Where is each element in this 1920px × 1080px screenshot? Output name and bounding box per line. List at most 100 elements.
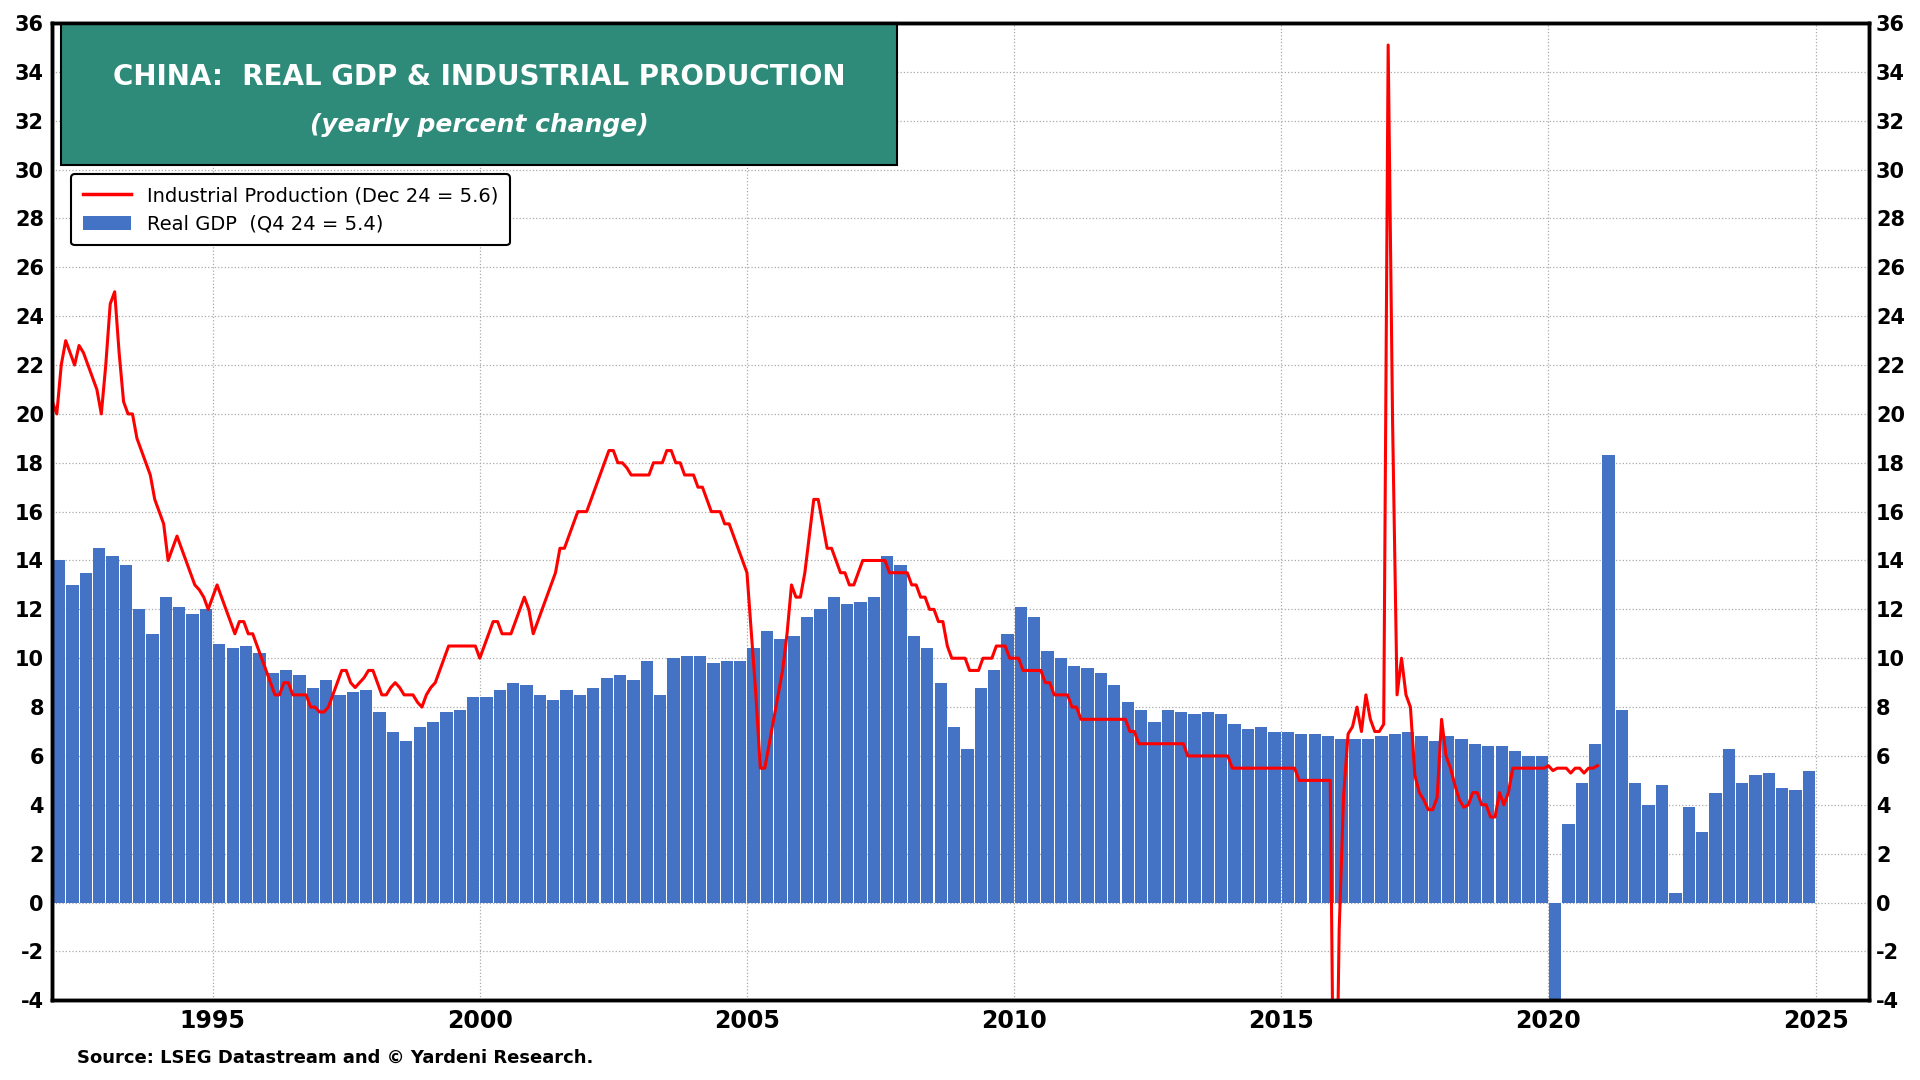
Bar	[1722, 748, 1736, 903]
Bar	[1415, 737, 1428, 903]
Bar	[200, 609, 211, 903]
Bar	[655, 694, 666, 903]
Bar	[361, 690, 372, 903]
Bar	[159, 597, 173, 903]
Bar	[989, 671, 1000, 903]
Bar	[1375, 737, 1388, 903]
Bar	[92, 549, 106, 903]
Bar	[493, 690, 507, 903]
Bar	[348, 692, 359, 903]
Bar	[1094, 673, 1108, 903]
Bar	[1617, 710, 1628, 903]
Bar	[1027, 617, 1041, 903]
Bar	[1668, 893, 1682, 903]
Bar	[1361, 739, 1375, 903]
Bar	[707, 663, 720, 903]
Bar	[841, 605, 852, 903]
Bar	[922, 648, 933, 903]
Bar	[334, 694, 346, 903]
Bar	[868, 597, 879, 903]
Bar	[399, 741, 413, 903]
Bar	[186, 615, 200, 903]
Bar	[682, 656, 693, 903]
Bar	[1296, 734, 1308, 903]
Bar	[828, 597, 839, 903]
Text: (yearly percent change): (yearly percent change)	[309, 113, 649, 137]
Bar	[374, 712, 386, 903]
Bar	[1121, 702, 1135, 903]
Bar	[1068, 665, 1081, 903]
Bar	[467, 698, 480, 903]
Bar	[1709, 793, 1722, 903]
Bar	[668, 658, 680, 903]
Bar	[854, 602, 866, 903]
Bar	[253, 653, 265, 903]
Bar	[801, 617, 814, 903]
Bar	[1002, 634, 1014, 903]
Bar	[79, 572, 92, 903]
Bar	[1655, 785, 1668, 903]
Bar	[1682, 807, 1695, 903]
Bar	[119, 566, 132, 903]
Bar	[935, 683, 947, 903]
Bar	[760, 632, 774, 903]
Bar	[1590, 744, 1601, 903]
Bar	[1188, 714, 1200, 903]
Bar	[1803, 771, 1814, 903]
Bar	[426, 721, 440, 903]
FancyBboxPatch shape	[61, 23, 897, 165]
Bar	[1523, 756, 1534, 903]
Bar	[1482, 746, 1494, 903]
Bar	[1576, 783, 1588, 903]
Bar	[1135, 710, 1146, 903]
Bar	[628, 680, 639, 903]
Bar	[480, 698, 493, 903]
Bar	[65, 585, 79, 903]
Bar	[213, 644, 225, 903]
Bar	[132, 609, 146, 903]
Bar	[547, 700, 559, 903]
Bar	[881, 555, 893, 903]
Bar	[1469, 744, 1480, 903]
Bar	[1162, 710, 1173, 903]
Bar	[1081, 669, 1094, 903]
Bar	[908, 636, 920, 903]
Bar	[146, 634, 159, 903]
Bar	[1388, 734, 1402, 903]
Bar	[440, 712, 453, 903]
Bar	[574, 694, 586, 903]
Bar	[534, 694, 545, 903]
Bar	[1763, 773, 1774, 903]
Bar	[814, 609, 828, 903]
Bar	[1749, 775, 1763, 903]
Bar	[106, 555, 119, 903]
Bar	[1269, 731, 1281, 903]
Bar	[1563, 824, 1574, 903]
Bar	[1014, 607, 1027, 903]
Bar	[1348, 739, 1361, 903]
Bar	[1321, 737, 1334, 903]
Bar	[787, 636, 801, 903]
Bar	[386, 731, 399, 903]
Legend: Industrial Production (Dec 24 = 5.6), Real GDP  (Q4 24 = 5.4): Industrial Production (Dec 24 = 5.6), Re…	[71, 175, 511, 245]
Bar	[1428, 741, 1442, 903]
Bar	[641, 661, 653, 903]
Bar	[1283, 731, 1294, 903]
Bar	[267, 673, 278, 903]
Bar	[747, 648, 760, 903]
Bar	[1334, 739, 1348, 903]
Bar	[1736, 783, 1749, 903]
Text: CHINA:  REAL GDP & INDUSTRIAL PRODUCTION: CHINA: REAL GDP & INDUSTRIAL PRODUCTION	[113, 63, 845, 91]
Bar	[280, 671, 292, 903]
Bar	[962, 748, 973, 903]
Bar	[307, 688, 319, 903]
Bar	[1256, 727, 1267, 903]
Bar	[321, 680, 332, 903]
Bar	[561, 690, 572, 903]
Bar	[453, 710, 467, 903]
Bar	[895, 566, 906, 903]
Bar	[1242, 729, 1254, 903]
Bar	[614, 675, 626, 903]
Bar	[294, 675, 305, 903]
Bar	[975, 688, 987, 903]
